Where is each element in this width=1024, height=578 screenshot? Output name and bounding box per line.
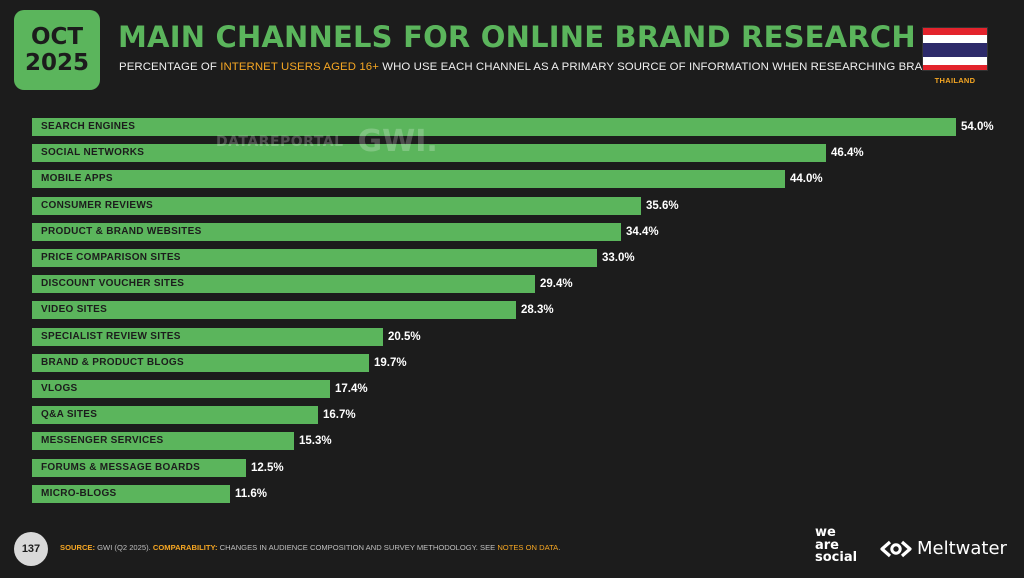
logo-are: are [815,537,840,553]
bar-value-label: 33.0% [602,252,635,264]
bar: VLOGS [32,380,330,398]
bar-value-label: 16.7% [323,409,356,421]
comparability-text: CHANGES IN AUDIENCE COMPOSITION AND SURV… [217,543,498,552]
bar-label: MICRO-BLOGS [41,488,117,499]
bar: FORUMS & MESSAGE BOARDS [32,459,246,477]
date-badge: OCT 2025 [14,10,100,90]
bar: BRAND & PRODUCT BLOGS [32,354,369,372]
page-title: MAIN CHANNELS FOR ONLINE BRAND RESEARCH [118,20,916,54]
bar-label: PRICE COMPARISON SITES [41,252,181,263]
bar-value-label: 34.4% [626,226,659,238]
bar-label: CONSUMER REVIEWS [41,200,154,211]
source-text: GWI (Q2 2025). [95,543,153,552]
bar: MOBILE APPS [32,170,785,188]
bar-label: SOCIAL NETWORKS [41,147,145,158]
bar-chart: SEARCH ENGINES 54.0% SOCIAL NETWORKS 46.4% M… [32,118,994,510]
subtitle-pre: PERCENTAGE OF [119,61,221,73]
bar-value-label: 19.7% [374,357,407,369]
bar-value-label: 54.0% [961,121,994,133]
bar: MICRO-BLOGS [32,485,230,503]
bar: SEARCH ENGINES [32,118,956,136]
logo-we: we [815,525,836,540]
subtitle-highlight: INTERNET USERS AGED 16+ [220,61,379,73]
meltwater-wordmark: Meltwater [917,538,1007,559]
bar: SOCIAL NETWORKS [32,144,826,162]
page-subtitle: PERCENTAGE OF INTERNET USERS AGED 16+ WH… [119,61,947,73]
we-are-social-logo: we are social [815,525,858,565]
source-note: SOURCE: GWI (Q2 2025). COMPARABILITY: CH… [60,543,560,552]
bar-label: SEARCH ENGINES [41,121,136,132]
bar: MESSENGER SERVICES [32,432,294,450]
notes-end: . [558,543,561,552]
bar-value-label: 44.0% [790,173,823,185]
bar-value-label: 20.5% [388,331,421,343]
bar-label: FORUMS & MESSAGE BOARDS [41,462,201,473]
thailand-flag-icon [922,27,988,71]
date-year: 2025 [24,50,89,76]
bar-value-label: 12.5% [251,462,284,474]
bar-label: PRODUCT & BRAND WEBSITES [41,226,202,237]
source-key: SOURCE: [60,543,96,552]
bar: PRODUCT & BRAND WEBSITES [32,223,621,241]
bar-value-label: 11.6% [235,488,267,500]
bar-label: DISCOUNT VOUCHER SITES [41,278,185,289]
bar-label: Q&A SITES [41,409,98,420]
bar: DISCOUNT VOUCHER SITES [32,275,535,293]
bar-value-label: 15.3% [299,435,332,447]
bar-value-label: 46.4% [831,147,864,159]
bar: CONSUMER REVIEWS [32,197,641,215]
page-number: 137 [14,532,48,566]
bar-value-label: 17.4% [335,383,368,395]
bar-label: SPECIALIST REVIEW SITES [41,331,181,342]
bar: PRICE COMPARISON SITES [32,249,597,267]
bar-label: VLOGS [41,383,78,394]
bar-label: MOBILE APPS [41,173,113,184]
bar-value-label: 28.3% [521,304,554,316]
date-month: OCT [30,24,84,50]
subtitle-post: WHO USE EACH CHANNEL AS A PRIMARY SOURCE… [378,61,947,73]
country-label: THAILAND [934,76,976,85]
logo-social: social [815,550,858,565]
bar-label: MESSENGER SERVICES [41,435,164,446]
comparability-key: COMPARABILITY: [152,543,218,552]
bar: VIDEO SITES [32,301,516,319]
meltwater-logo: Meltwater [879,538,1007,559]
bar: Q&A SITES [32,406,318,424]
bar-label: BRAND & PRODUCT BLOGS [41,357,184,368]
notes-on-data-link[interactable]: NOTES ON DATA [497,543,559,552]
bar: SPECIALIST REVIEW SITES [32,328,383,346]
meltwater-icon [880,540,912,557]
bar-value-label: 29.4% [540,278,573,290]
bar-value-label: 35.6% [646,200,679,212]
bar-label: VIDEO SITES [41,304,108,315]
